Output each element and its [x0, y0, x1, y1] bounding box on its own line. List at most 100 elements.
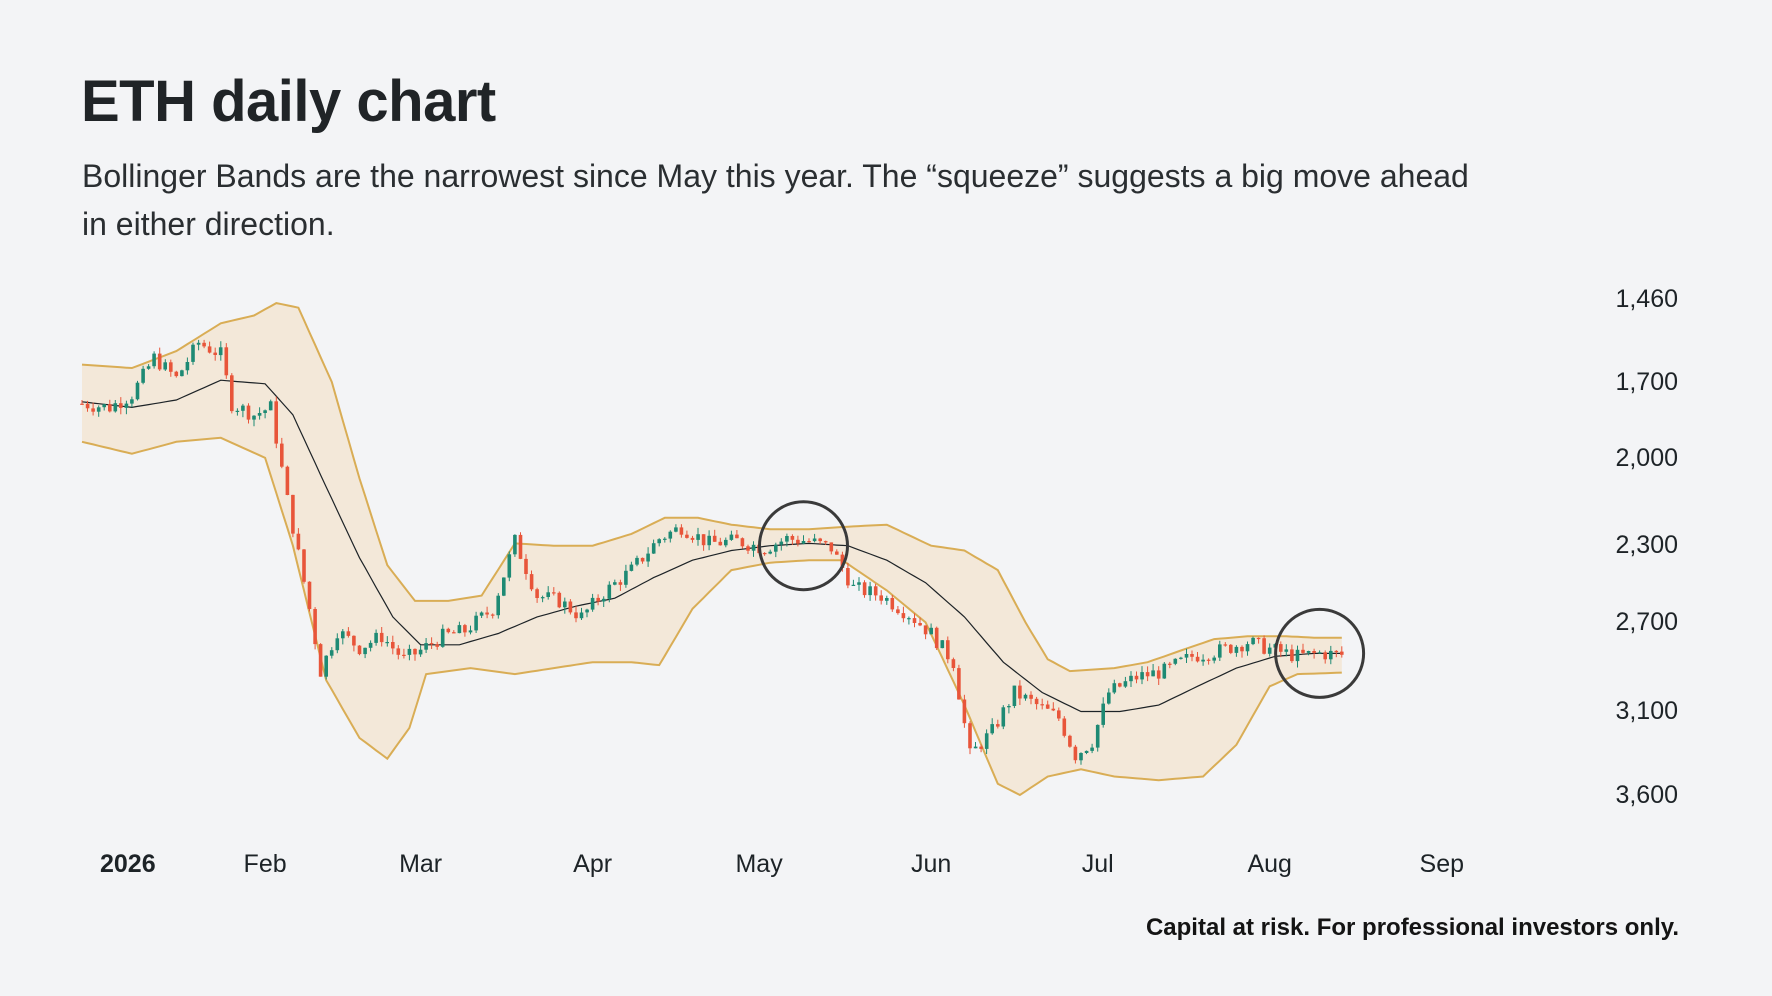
- candle-body: [1329, 650, 1333, 660]
- candle: [907, 616, 911, 625]
- x-axis: 2026 Feb Mar Apr May Jun Jul Aug Sep: [100, 850, 1464, 878]
- candle-body: [885, 598, 889, 601]
- candle: [862, 580, 867, 598]
- candle: [690, 535, 695, 543]
- candle-body: [224, 347, 229, 376]
- candle-body: [1018, 685, 1022, 699]
- chart-title: ETH daily chart: [81, 69, 496, 134]
- candle: [241, 403, 245, 418]
- candle-body: [524, 558, 528, 574]
- candle: [774, 542, 778, 558]
- candle: [313, 607, 317, 650]
- candle-body: [718, 541, 723, 546]
- candle: [835, 549, 839, 555]
- candle-body: [613, 582, 617, 585]
- candle-body: [1323, 652, 1327, 660]
- candle-body: [1301, 649, 1305, 653]
- candle: [973, 742, 978, 749]
- candle: [407, 644, 412, 661]
- candle-body: [1267, 647, 1272, 654]
- candle: [1334, 650, 1339, 658]
- candle: [413, 648, 417, 661]
- candle-body: [1256, 637, 1261, 640]
- candle-body: [452, 632, 456, 634]
- candle: [746, 544, 750, 554]
- candle: [696, 527, 700, 546]
- candle-body: [141, 368, 145, 383]
- candle-body: [1312, 651, 1316, 653]
- candle-body: [779, 541, 784, 545]
- candle-body: [607, 584, 612, 599]
- middle-band-line: [81, 379, 1342, 713]
- y-tick-label: 1,460: [1615, 285, 1678, 313]
- candle: [1267, 643, 1272, 657]
- candle: [202, 339, 206, 349]
- candle: [1084, 750, 1089, 755]
- candle: [1123, 676, 1128, 688]
- candle: [474, 611, 478, 633]
- candle: [185, 357, 190, 375]
- candle: [1079, 752, 1083, 765]
- candle: [990, 718, 994, 735]
- candle-body: [329, 650, 334, 656]
- candle: [812, 533, 817, 543]
- candle-body: [1023, 694, 1028, 699]
- candle-body: [1045, 704, 1050, 709]
- candle: [1323, 650, 1327, 664]
- candle: [640, 557, 645, 564]
- candle-body: [746, 546, 750, 551]
- candle-body: [302, 549, 306, 582]
- candle-body: [463, 625, 467, 633]
- candle-body: [202, 342, 206, 347]
- candle: [291, 494, 295, 538]
- candle: [296, 528, 301, 551]
- candle: [1295, 645, 1300, 668]
- candle-body: [624, 570, 628, 585]
- y-tick-label: 2,300: [1615, 531, 1678, 559]
- candle: [96, 405, 101, 417]
- candle: [268, 399, 273, 411]
- candle-body: [246, 405, 251, 420]
- candle-body: [1234, 646, 1239, 653]
- candle-body: [363, 647, 367, 655]
- candle-body: [690, 537, 695, 540]
- candle: [912, 613, 917, 628]
- candle: [1034, 696, 1039, 710]
- candle: [402, 648, 406, 659]
- candle-body: [712, 535, 717, 542]
- candle-body: [529, 574, 534, 590]
- candle: [418, 645, 423, 657]
- candle-body: [829, 542, 834, 552]
- squeeze-highlight-circle-1: [758, 500, 849, 592]
- x-tick-label: Jul: [1082, 850, 1114, 878]
- x-tick-label: Mar: [399, 850, 442, 878]
- candle: [1107, 688, 1111, 705]
- candle: [873, 583, 878, 601]
- candle: [146, 364, 151, 370]
- candle-body: [984, 733, 989, 749]
- candle: [513, 534, 517, 557]
- candle-body: [1134, 675, 1139, 680]
- candle-body: [474, 615, 478, 631]
- candle-body: [157, 353, 162, 370]
- candle: [429, 637, 434, 649]
- candle: [341, 629, 345, 645]
- candle: [663, 537, 667, 543]
- candle-body: [735, 534, 739, 539]
- candle: [180, 369, 184, 377]
- candle-body: [213, 352, 217, 355]
- candle: [857, 577, 861, 591]
- candle-body: [1218, 644, 1222, 658]
- candle-body: [740, 538, 745, 547]
- candle: [152, 351, 156, 369]
- candle: [1240, 645, 1244, 658]
- candle: [307, 581, 312, 612]
- candle-body: [1223, 644, 1228, 646]
- upper-band-line: [81, 302, 1342, 673]
- candle: [1090, 743, 1094, 754]
- candle: [490, 613, 495, 619]
- candle: [1023, 693, 1028, 701]
- candle: [1201, 654, 1205, 666]
- candle-body: [113, 403, 118, 412]
- candle-body: [402, 654, 406, 656]
